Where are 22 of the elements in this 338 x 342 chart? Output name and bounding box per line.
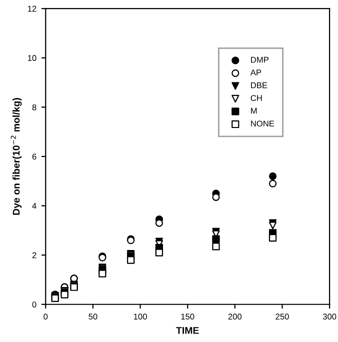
legend-label: AP [250,70,262,76]
legend-label: DMP [251,56,268,63]
x-tick-label: 250 [276,314,289,320]
y-tick-label: 6 [32,154,36,160]
y-axis-title: Dye on fiber(10$^{−2}$ mol/kg) [10,98,22,215]
legend-label: M [251,108,257,114]
x-tick-label: 200 [228,314,242,320]
legend-label: NONE [251,120,274,127]
y-tick-label: 8 [32,104,36,110]
x-tick-label: 300 [322,314,336,320]
x-tick-label: 50 [88,314,98,320]
x-axis-title: TIME [176,327,199,334]
legend-label: DBE [251,82,268,88]
x-tick-label: 100 [134,314,147,320]
y-tick-label: 10 [28,55,36,61]
y-tick-label: 12 [28,6,36,12]
y-tick-label: 0 [32,302,36,308]
x-tick-label: 0 [44,314,48,320]
x-tick-label: 150 [181,314,194,320]
y-tick-label: 4 [32,203,36,209]
y-tick-label: 2 [32,252,36,258]
legend-label: CH [250,95,262,101]
